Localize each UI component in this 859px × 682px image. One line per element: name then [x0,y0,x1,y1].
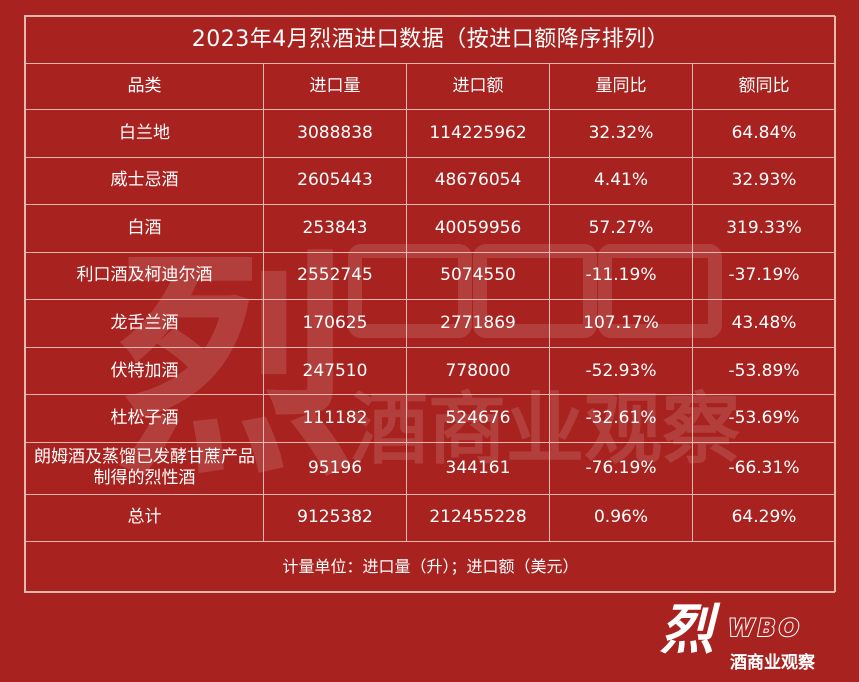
import-data-table: 2023年4月烈酒进口数据（按进口额降序排列） 品类 进口量 进口额 量同比 额… [24,16,837,592]
category-cell: 杜松子酒 [25,394,264,443]
table-row: 伏特加酒 247510 778000 -52.93% -53.89% [25,346,837,396]
value-yoy-cell: -53.89% [691,346,837,396]
header-value-yoy: 额同比 [691,62,837,111]
data-table-frame: 烈 酒商业观察 2023年4月烈酒进口数据（按进口额降序排列） 品类 进口量 进… [24,15,837,593]
value-yoy-cell: -53.69% [691,394,837,443]
logo-subtitle: 酒商业观察 [730,653,815,673]
category-cell: 利口酒及柯迪尔酒 [25,251,264,301]
value-cell: 5074550 [406,251,550,301]
table-row: 杜松子酒 111182 524676 -32.61% -53.69% [25,394,837,443]
volume-yoy-cell: -11.19% [549,251,693,301]
category-cell: 白酒 [25,204,264,253]
volume-yoy-cell: 32.32% [549,109,693,158]
volume-yoy-cell: 107.17% [549,299,693,348]
value-yoy-cell: 64.29% [691,493,837,543]
volume-cell: 3088838 [263,109,407,158]
value-cell: 524676 [406,394,550,443]
value-yoy-cell: 319.33% [691,204,837,253]
value-cell: 344161 [406,442,550,495]
volume-cell: 253843 [263,204,407,253]
category-cell: 威士忌酒 [25,156,264,206]
header-import-volume: 进口量 [263,62,407,111]
table-row: 白酒 253843 40059956 57.27% 319.33% [25,204,837,253]
volume-cell: 2552745 [263,251,407,301]
table-row: 朗姆酒及蒸馏已发酵甘蔗产品制得的烈性酒 95196 344161 -76.19%… [25,442,837,495]
volume-cell: 9125382 [263,493,407,543]
logo-wordmark: WBO [727,613,803,643]
brand-logo: 烈 WBO 酒商业观察 [660,602,840,676]
volume-cell: 95196 [263,442,407,495]
volume-cell: 2605443 [263,156,407,206]
volume-cell: 170625 [263,299,407,348]
volume-yoy-cell: -32.61% [549,394,693,443]
volume-cell: 247510 [263,346,407,396]
value-cell: 778000 [406,346,550,396]
value-cell: 2771869 [406,299,550,348]
logo-mark: 烈 [660,597,714,661]
volume-yoy-cell: 4.41% [549,156,693,206]
value-yoy-cell: 43.48% [691,299,837,348]
header-row: 品类 进口量 进口额 量同比 额同比 [25,62,837,111]
value-cell: 212455228 [406,493,550,543]
volume-cell: 111182 [263,394,407,443]
value-yoy-cell: 64.84% [691,109,837,158]
unit-note: 计量单位：进口量（升）；进口额（美元） [24,541,837,592]
total-row: 总计 9125382 212455228 0.96% 64.29% [25,493,837,543]
header-import-value: 进口额 [406,62,550,111]
category-cell: 伏特加酒 [25,346,264,396]
volume-yoy-cell: -76.19% [549,442,693,495]
category-cell: 龙舌兰酒 [25,299,264,348]
category-cell: 白兰地 [25,109,264,158]
header-category: 品类 [25,62,264,111]
table-row: 威士忌酒 2605443 48676054 4.41% 32.93% [25,156,837,206]
volume-yoy-cell: 57.27% [549,204,693,253]
volume-yoy-cell: 0.96% [549,493,693,543]
table-row: 龙舌兰酒 170625 2771869 107.17% 43.48% [25,299,837,348]
value-yoy-cell: -37.19% [691,251,837,301]
volume-yoy-cell: -52.93% [549,346,693,396]
value-yoy-cell: -66.31% [691,442,837,495]
category-cell: 总计 [25,493,264,543]
table-row: 白兰地 3088838 114225962 32.32% 64.84% [25,109,837,158]
table-title: 2023年4月烈酒进口数据（按进口额降序排列） [24,16,837,64]
value-cell: 48676054 [406,156,550,206]
header-volume-yoy: 量同比 [549,62,693,111]
value-cell: 114225962 [406,109,550,158]
value-cell: 40059956 [406,204,550,253]
category-cell: 朗姆酒及蒸馏已发酵甘蔗产品制得的烈性酒 [25,442,264,495]
value-yoy-cell: 32.93% [691,156,837,206]
table-row: 利口酒及柯迪尔酒 2552745 5074550 -11.19% -37.19% [25,251,837,301]
